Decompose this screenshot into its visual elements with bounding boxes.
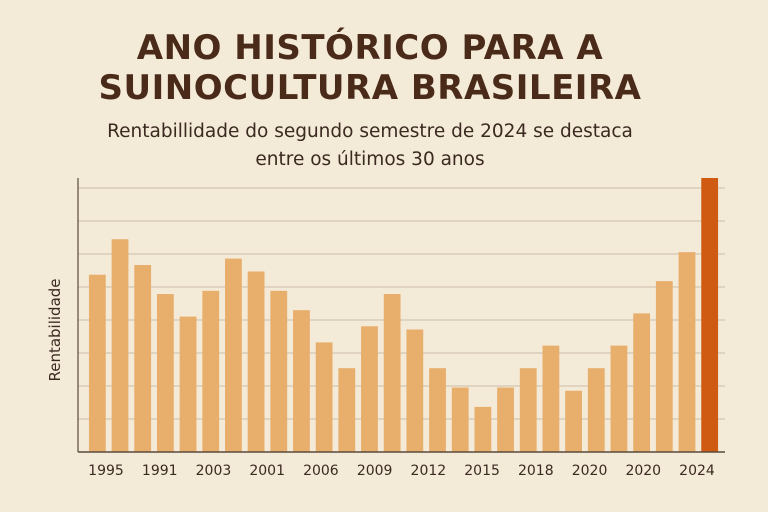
y-axis-label: Rentabilidade xyxy=(46,278,64,381)
bar xyxy=(497,387,514,452)
x-tick-label: 2015 xyxy=(464,463,500,479)
bar xyxy=(202,290,220,452)
bar xyxy=(542,345,560,452)
x-tick-label: 2003 xyxy=(196,463,232,479)
bar xyxy=(247,271,265,452)
bar xyxy=(610,345,628,452)
chart-subtitle: Rentabillidade do segundo semestre de 20… xyxy=(0,118,740,174)
bar xyxy=(88,274,106,452)
bar xyxy=(429,368,446,452)
title-line-1: ANO HISTÓRICO PARA A xyxy=(136,28,604,68)
x-tick-label: 2012 xyxy=(411,463,447,479)
bar xyxy=(270,290,288,452)
x-tick-label: 2024 xyxy=(679,463,715,479)
x-tick-label: 2001 xyxy=(249,463,285,479)
subtitle-line-1: Rentabillidade do segundo semestre de 20… xyxy=(107,121,633,142)
bar xyxy=(655,281,673,452)
x-tick-label: 2018 xyxy=(518,463,554,479)
bar xyxy=(225,258,242,452)
x-tick-label: 1995 xyxy=(88,463,124,479)
bar xyxy=(633,313,651,452)
bar xyxy=(134,265,152,452)
bar xyxy=(519,368,537,452)
bar xyxy=(156,294,174,452)
x-tick-label: 2009 xyxy=(357,463,393,479)
bar xyxy=(179,316,197,452)
title-line-2: SUINOCULTURA BRASILEIRA xyxy=(98,68,642,108)
chart-title: ANO HISTÓRICO PARA A SUINOCULTURA BRASIL… xyxy=(0,28,740,108)
bar xyxy=(293,310,310,452)
bar xyxy=(565,390,582,452)
bar xyxy=(111,239,129,452)
bar xyxy=(383,294,401,452)
x-tick-label: 2006 xyxy=(303,463,339,479)
x-tick-label: 2020 xyxy=(625,463,661,479)
bar xyxy=(587,368,605,452)
bar xyxy=(451,387,469,452)
bar xyxy=(678,252,696,452)
x-tick-label: 1991 xyxy=(142,463,178,479)
bar xyxy=(315,342,333,452)
subtitle-line-2: entre os últimos 30 anos xyxy=(255,149,485,170)
bar xyxy=(361,326,378,452)
x-tick-label: 2020 xyxy=(572,463,608,479)
bar xyxy=(406,329,424,452)
bar xyxy=(474,406,492,452)
bar xyxy=(338,368,356,452)
bar xyxy=(701,178,719,452)
